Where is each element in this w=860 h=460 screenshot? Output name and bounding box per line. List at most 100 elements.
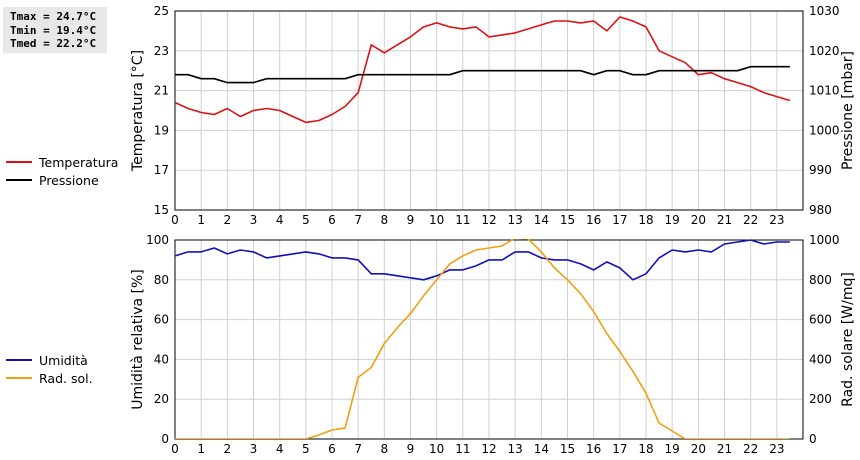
legend-bottom: Umidità Rad. sol. [6, 351, 93, 387]
x-tick-label: 22 [743, 442, 758, 456]
x-tick-label: 2 [224, 442, 232, 456]
legend-swatch-radsol [6, 377, 32, 379]
y-left-tick-label: 40 [154, 352, 169, 366]
chart-2: 0 1 2 3 4 5 6 7 8 9 10 11 12 13 14 15 16 17 18 19 20 21 22 2302… [130, 233, 856, 456]
x-tick-label: 18 [638, 213, 653, 227]
tmax-text: Tmax = 24.7°C [10, 10, 97, 23]
y-right-tick-label: 1020 [809, 44, 840, 58]
x-tick-label: 19 [665, 213, 680, 227]
y-left-axis-label: Umidità relativa [%] [130, 269, 146, 410]
legend-label-radsol: Rad. sol. [39, 370, 93, 386]
x-tick-label: 8 [381, 213, 389, 227]
x-tick-label: 4 [276, 213, 284, 227]
y-left-tick-label: 19 [154, 123, 169, 137]
legend-swatch-umidita [6, 359, 32, 361]
y-right-axis-label: Rad. solare [W/mq] [840, 272, 856, 407]
x-tick-label: 15 [560, 442, 575, 456]
x-tick-label: 13 [508, 442, 523, 456]
legend-label-pressione: Pressione [39, 172, 99, 188]
x-tick-label: 12 [481, 213, 496, 227]
y-right-tick-label: 0 [809, 432, 817, 446]
y-left-tick-label: 80 [154, 273, 169, 287]
y-left-tick-label: 0 [161, 432, 169, 446]
series-line-rad-sol [175, 239, 790, 439]
x-tick-label: 15 [560, 213, 575, 227]
x-tick-label: 17 [612, 213, 627, 227]
x-tick-label: 14 [534, 442, 549, 456]
x-tick-label: 7 [354, 442, 362, 456]
x-tick-label: 17 [612, 442, 627, 456]
x-tick-label: 20 [691, 213, 706, 227]
y-right-tick-label: 600 [809, 313, 832, 327]
x-tick-label: 3 [250, 442, 258, 456]
x-tick-label: 6 [328, 213, 336, 227]
x-tick-label: 0 [171, 442, 179, 456]
y-right-axis-label: Pressione [mbar] [840, 51, 856, 170]
y-left-tick-label: 23 [154, 44, 169, 58]
x-tick-label: 7 [354, 213, 362, 227]
y-right-tick-label: 1030 [809, 4, 840, 18]
legend-item-temperatura: Temperatura [6, 153, 118, 171]
x-tick-label: 4 [276, 442, 284, 456]
legend-swatch-temperatura [6, 161, 32, 163]
y-left-tick-label: 21 [154, 84, 169, 98]
x-tick-label: 10 [429, 442, 444, 456]
x-tick-label: 16 [586, 213, 601, 227]
legend-item-umidita: Umidità [6, 351, 93, 369]
x-tick-label: 6 [328, 442, 336, 456]
x-tick-label: 3 [250, 213, 258, 227]
x-tick-label: 9 [407, 442, 415, 456]
x-tick-label: 0 [171, 213, 179, 227]
x-tick-label: 23 [769, 442, 784, 456]
x-tick-label: 21 [717, 213, 732, 227]
x-tick-label: 20 [691, 442, 706, 456]
x-tick-label: 16 [586, 442, 601, 456]
y-left-tick-label: 60 [154, 313, 169, 327]
y-right-tick-label: 1000 [809, 233, 840, 247]
tmin-text: Tmin = 19.4°C [10, 23, 97, 37]
y-right-tick-label: 200 [809, 392, 832, 406]
series-line-pressione [175, 65, 790, 84]
tmed-text: Tmed = 22.2°C [10, 37, 97, 50]
y-left-tick-label: 20 [154, 392, 169, 406]
x-tick-label: 13 [508, 213, 523, 227]
plot-frame [174, 239, 804, 440]
x-tick-label: 1 [197, 442, 205, 456]
x-tick-label: 18 [638, 442, 653, 456]
chart-1: 0 1 2 3 4 5 6 7 8 9 10 11 12 13 14 15 16 17 18 19 20 21 22 2315… [130, 4, 856, 227]
y-right-tick-label: 800 [809, 273, 832, 287]
y-right-tick-label: 980 [809, 203, 832, 217]
x-tick-label: 2 [224, 213, 232, 227]
y-left-tick-label: 15 [154, 203, 169, 217]
x-tick-label: 19 [665, 442, 680, 456]
legend-label-temperatura: Temperatura [39, 154, 119, 170]
stats-box: Tmax = 24.7°C Tmin = 19.4°C Tmed = 22.2°… [3, 7, 107, 53]
x-tick-label: 11 [455, 213, 470, 227]
series-line-umidit [175, 239, 790, 281]
x-tick-label: 8 [381, 442, 389, 456]
x-tick-label: 10 [429, 213, 444, 227]
legend-item-pressione: Pressione [6, 171, 118, 189]
y-right-tick-label: 990 [809, 163, 832, 177]
y-left-tick-label: 17 [154, 163, 169, 177]
y-right-tick-label: 1010 [809, 84, 840, 98]
y-right-tick-label: 1000 [809, 123, 840, 137]
legend-top: Temperatura Pressione [6, 153, 118, 189]
x-tick-label: 5 [302, 442, 310, 456]
x-tick-label: 12 [481, 442, 496, 456]
legend-label-umidita: Umidità [39, 352, 88, 368]
x-tick-label: 1 [197, 213, 205, 227]
y-left-axis-label: Temperatura [°C] [130, 50, 146, 172]
x-tick-label: 11 [455, 442, 470, 456]
x-tick-label: 23 [769, 213, 784, 227]
x-tick-label: 5 [302, 213, 310, 227]
x-tick-label: 22 [743, 213, 758, 227]
y-left-tick-label: 25 [154, 4, 169, 18]
legend-item-radsol: Rad. sol. [6, 369, 93, 387]
x-tick-label: 21 [717, 442, 732, 456]
plot-frame [174, 10, 804, 211]
x-tick-label: 9 [407, 213, 415, 227]
y-left-tick-label: 100 [146, 233, 169, 247]
legend-swatch-pressione [6, 179, 32, 181]
